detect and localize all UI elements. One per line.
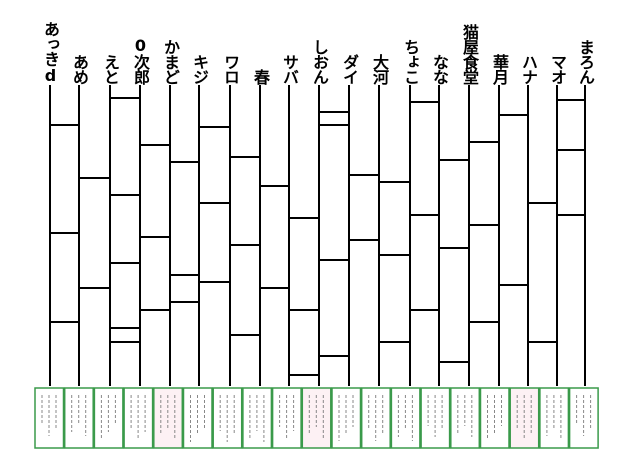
player-name: まろん xyxy=(576,39,595,84)
player-name: 大河 xyxy=(370,54,389,84)
player-name: 華月 xyxy=(490,54,509,84)
player-name: ちょこ xyxy=(401,39,420,84)
player-name: ハナ xyxy=(519,54,538,84)
player-name: キジ xyxy=(190,54,209,84)
player-name: えと xyxy=(101,54,120,84)
player-name: あっきd xyxy=(41,21,60,84)
player-name: かまど xyxy=(161,39,180,84)
player-name: あめ xyxy=(70,54,89,84)
player-name: なな xyxy=(430,54,449,84)
player-name: しおん xyxy=(310,39,329,84)
player-name: 0次郎 xyxy=(131,36,150,84)
player-name: サバ xyxy=(280,54,299,84)
player-name: ダイ xyxy=(340,54,359,84)
player-name: 春 xyxy=(251,69,270,84)
player-name: ワロ xyxy=(221,54,240,84)
player-name: マオ xyxy=(548,54,567,84)
player-name: 猫屋食堂 xyxy=(460,24,479,84)
